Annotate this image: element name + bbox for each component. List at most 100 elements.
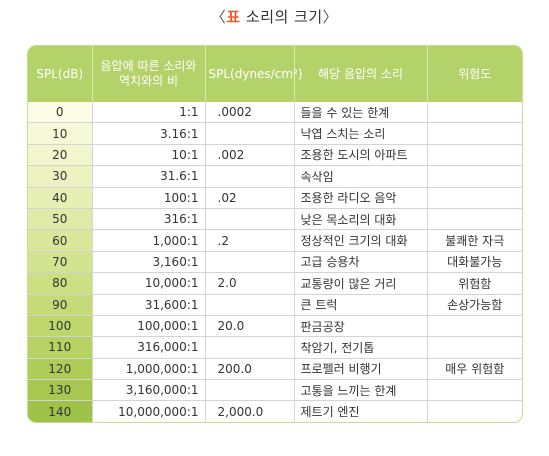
ratio-cell: 3.16:1 <box>92 122 206 145</box>
table-row: 60 1,000:1.2 정상적인 크기의 대화 불쾌한 자극 <box>28 229 522 252</box>
table-row: 120 1,000,000:1 200.0 프로펠러 비행기 매우 위험함 <box>28 358 522 381</box>
sound-source-cell: 큰 트럭 <box>294 294 428 316</box>
ratio-cell: 316:1 <box>92 208 206 231</box>
spl-cell: 30 <box>28 165 93 188</box>
sound-source-cell: 교통량이 많은 거리 <box>294 272 428 295</box>
ratio-cell: 10,000:1 <box>92 272 206 295</box>
spl-cell: 40 <box>28 187 93 209</box>
risk-cell: 대화불가능 <box>427 251 522 274</box>
spl-cell: 100 <box>28 315 93 338</box>
ratio-cell: 3,160:1 <box>92 251 206 274</box>
dynes-cell <box>205 251 295 274</box>
sound-source-cell: 낙엽 스치는 소리 <box>294 122 428 145</box>
risk-cell <box>427 401 522 422</box>
header-sound-source: 해당 음압의 소리 <box>294 46 428 102</box>
risk-cell <box>427 336 522 359</box>
header-risk: 위험도 <box>427 46 522 102</box>
sound-source-cell: 낮은 목소리의 대화 <box>294 208 428 231</box>
sound-source-cell: 판금공장 <box>294 315 428 338</box>
ratio-cell: 1,000:1 <box>92 229 206 252</box>
caption-close-bracket: 〉 <box>322 8 339 26</box>
spl-cell: 90 <box>28 294 93 316</box>
caption-open-bracket: 〈 <box>210 8 227 26</box>
spl-cell: 120 <box>28 358 93 381</box>
table-row: 10 3.16:1 낙엽 스치는 소리 <box>28 122 522 145</box>
dynes-cell: 2,000.0 <box>205 400 295 422</box>
risk-cell: 손상가능함 <box>427 294 522 316</box>
spl-cell: 50 <box>28 208 93 231</box>
table-row: 90 31,600:1 큰 트럭 손상가능함 <box>28 294 522 316</box>
ratio-cell: 1:1 <box>92 102 206 124</box>
header-spl-dynes: SPL(dynes/cm²) <box>205 46 303 102</box>
caption-title: 소리의 크기 <box>240 8 323 26</box>
spl-cell: 20 <box>28 144 93 167</box>
table-row: 20 10:1.002 조용한 도시의 아파트 <box>28 144 522 167</box>
sound-source-cell: 속삭임 <box>294 165 428 188</box>
dynes-cell <box>205 379 295 402</box>
risk-cell: 불쾌한 자극 <box>427 229 522 252</box>
spl-cell: 80 <box>28 272 93 295</box>
sound-source-cell: 조용한 라디오 음악 <box>294 187 428 209</box>
ratio-cell: 31,600:1 <box>92 294 206 316</box>
sound-source-cell: 정상적인 크기의 대화 <box>294 229 428 252</box>
ratio-cell: 10,000,000:1 <box>92 400 206 422</box>
table-row: 30 31.6:1 속삭임 <box>28 165 522 188</box>
sound-source-cell: 고급 승용차 <box>294 251 428 274</box>
ratio-cell: 100:1 <box>92 187 206 209</box>
dynes-cell <box>205 208 295 231</box>
table-row: 110 316,000:1 착암기, 전기톱 <box>28 336 522 359</box>
dynes-cell: 20.0 <box>205 315 295 338</box>
sound-source-cell: 제트기 엔진 <box>294 400 428 422</box>
ratio-cell: 1,000,000:1 <box>92 358 206 381</box>
ratio-cell: 100,000:1 <box>92 315 206 338</box>
dynes-cell: .0002 <box>205 102 295 124</box>
sound-source-cell: 들을 수 있는 한계 <box>294 102 428 124</box>
risk-cell <box>427 315 522 338</box>
spl-cell: 10 <box>28 122 93 145</box>
table-header-row: SPL(dB) 음압에 따른 소리와 역치와의 비 SPL(dynes/cm²)… <box>28 46 522 102</box>
table-row: 130 3,160,000:1 고통을 느끼는 한계 <box>28 379 522 402</box>
risk-cell: 매우 위험함 <box>427 358 522 381</box>
table-row: 70 3,160:1 고급 승용차 대화불가능 <box>28 251 522 274</box>
ratio-cell: 10:1 <box>92 144 206 167</box>
table-row: 0 1:1.0002 들을 수 있는 한계 <box>28 102 522 124</box>
risk-cell <box>427 165 522 188</box>
sound-source-cell: 조용한 도시의 아파트 <box>294 144 428 167</box>
risk-cell: 위험함 <box>427 272 522 295</box>
sound-level-table: SPL(dB) 음압에 따른 소리와 역치와의 비 SPL(dynes/cm²)… <box>28 46 522 422</box>
dynes-cell <box>205 294 295 316</box>
dynes-cell: .02 <box>205 187 295 209</box>
dynes-cell: 2.0 <box>205 272 295 295</box>
dynes-cell: .002 <box>205 144 295 167</box>
dynes-cell <box>205 122 295 145</box>
sound-source-cell: 프로펠러 비행기 <box>294 358 428 381</box>
risk-cell <box>427 379 522 402</box>
table-caption: 〈표 소리의 크기〉 <box>0 6 549 27</box>
spl-cell: 110 <box>28 336 93 359</box>
table-body: 0 1:1.0002 들을 수 있는 한계 10 3.16:1 낙엽 스치는 소리 20 10… <box>28 102 522 422</box>
dynes-cell <box>205 165 295 188</box>
dynes-cell: .2 <box>205 229 295 252</box>
header-pressure-ratio: 음압에 따른 소리와 역치와의 비 <box>92 46 206 102</box>
ratio-cell: 31.6:1 <box>92 165 206 188</box>
table-row: 140 10,000,000:1 2,000.0 제트기 엔진 <box>28 400 522 422</box>
risk-cell <box>427 187 522 209</box>
table-row: 100 100,000:1 20.0 판금공장 <box>28 315 522 338</box>
ratio-cell: 3,160,000:1 <box>92 379 206 402</box>
spl-cell: 60 <box>28 229 93 252</box>
sound-source-cell: 착암기, 전기톱 <box>294 336 428 359</box>
dynes-cell <box>205 336 295 359</box>
caption-prefix: 표 <box>226 8 241 26</box>
risk-cell <box>427 122 522 145</box>
spl-cell: 0 <box>28 102 93 124</box>
risk-cell <box>427 102 522 124</box>
table-row: 50 316:1 낮은 목소리의 대화 <box>28 208 522 231</box>
sound-level-table-container: SPL(dB) 음압에 따른 소리와 역치와의 비 SPL(dynes/cm²)… <box>27 45 523 423</box>
spl-cell: 130 <box>28 379 93 402</box>
risk-cell <box>427 208 522 231</box>
dynes-cell: 200.0 <box>205 358 295 381</box>
header-spl-db: SPL(dB) <box>28 46 93 102</box>
ratio-cell: 316,000:1 <box>92 336 206 359</box>
risk-cell <box>427 144 522 167</box>
sound-source-cell: 고통을 느끼는 한계 <box>294 379 428 402</box>
